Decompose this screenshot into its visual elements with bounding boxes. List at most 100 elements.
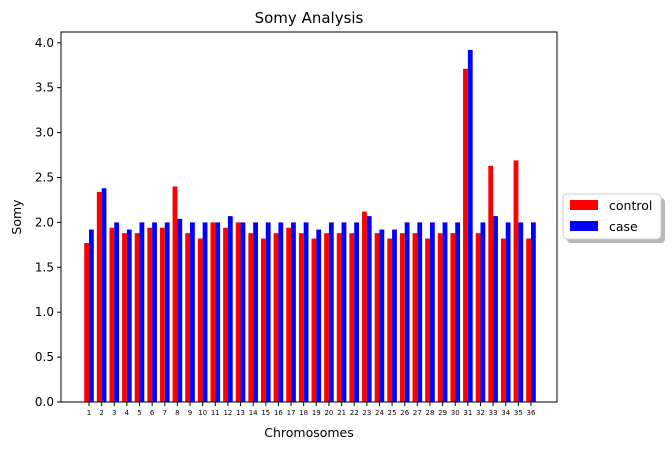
x-tick-label: 14 <box>249 409 258 417</box>
bar-control-chr-1 <box>84 243 89 402</box>
bar-case-chr-23 <box>366 216 372 402</box>
x-tick-label: 17 <box>287 409 296 417</box>
bar-control-chr-32 <box>475 233 481 402</box>
bar-case-chr-18 <box>303 222 309 402</box>
bar-case-chr-26 <box>404 222 410 402</box>
plot-frame <box>60 31 558 403</box>
y-tick-label: 3.0 <box>35 126 54 140</box>
bar-control-chr-6 <box>147 227 153 402</box>
x-tick-label: 29 <box>438 409 447 417</box>
x-tick-label: 16 <box>274 409 283 417</box>
x-tick-label: 8 <box>175 409 179 417</box>
bar-case-chr-35 <box>518 222 524 402</box>
bar-control-chr-16 <box>273 233 279 402</box>
bar-control-chr-11 <box>210 222 216 402</box>
x-tick-label: 28 <box>426 409 435 417</box>
legend-label-control: control <box>609 198 652 213</box>
bar-control-chr-5 <box>134 233 140 402</box>
y-axis-title: Somy <box>9 199 24 235</box>
bar-control-chr-33 <box>488 165 494 402</box>
bar-case-chr-28 <box>429 222 435 402</box>
x-tick-label: 3 <box>112 409 116 417</box>
bar-case-chr-15 <box>265 222 271 402</box>
bar-control-chr-22 <box>349 233 355 402</box>
bar-control-chr-2 <box>96 191 102 402</box>
bar-case-chr-11 <box>215 222 221 402</box>
x-tick-label: 11 <box>211 409 220 417</box>
bar-case-chr-3 <box>114 222 120 402</box>
x-tick-label: 10 <box>198 409 207 417</box>
bar-case-chr-8 <box>177 218 183 402</box>
y-tick-label: 0.5 <box>35 350 54 364</box>
bar-case-chr-27 <box>417 222 423 402</box>
bar-case-chr-1 <box>89 229 94 402</box>
x-tick-label: 36 <box>527 409 536 417</box>
x-axis-title: Chromosomes <box>264 425 354 440</box>
x-tick-label: 33 <box>489 409 498 417</box>
bar-case-chr-32 <box>480 222 486 402</box>
x-tick-label: 18 <box>299 409 308 417</box>
bar-case-chr-2 <box>101 188 107 402</box>
legend-label-case: case <box>609 219 638 234</box>
x-tick-label: 20 <box>324 409 333 417</box>
bar-control-chr-14 <box>248 233 254 402</box>
bar-control-chr-29 <box>437 233 443 402</box>
bar-control-chr-36 <box>526 238 531 402</box>
bar-case-chr-31 <box>467 49 473 403</box>
y-axis: 0.0 0.5 1.0 1.5 2.0 2.5 3.0 3.5 4.0 <box>35 36 61 409</box>
bar-case-chr-6 <box>152 222 157 402</box>
y-tick-label: 2.5 <box>35 170 54 184</box>
bar-case-chr-5 <box>139 222 145 402</box>
x-tick-label: 19 <box>312 409 321 417</box>
bar-control-chr-19 <box>311 238 317 402</box>
chart-title: Somy Analysis <box>255 9 364 27</box>
y-tick-label: 0.0 <box>35 395 54 409</box>
bar-case-chr-4 <box>126 229 132 402</box>
bar-case-chr-14 <box>253 222 258 402</box>
bar-control-chr-15 <box>261 238 266 402</box>
bar-case-chr-24 <box>379 229 385 402</box>
x-tick-label: 34 <box>501 409 510 417</box>
x-tick-label: 5 <box>137 409 141 417</box>
x-tick-label: 22 <box>350 409 359 417</box>
bar-case-chr-30 <box>455 222 461 402</box>
bar-control-chr-13 <box>235 222 241 402</box>
x-tick-label: 7 <box>163 409 167 417</box>
x-tick-label: 27 <box>413 409 422 417</box>
bar-control-chr-27 <box>412 233 418 402</box>
bar-case-chr-17 <box>291 222 296 402</box>
bar-control-chr-28 <box>425 238 430 402</box>
bar-case-chr-22 <box>354 222 359 402</box>
bar-case-chr-16 <box>278 222 284 402</box>
bar-control-chr-18 <box>298 233 304 402</box>
x-tick-label: 2 <box>99 409 103 417</box>
bar-control-chr-12 <box>223 227 228 402</box>
bars-layer <box>84 49 536 403</box>
legend-swatch-control <box>570 200 598 210</box>
x-tick-label: 32 <box>476 409 485 417</box>
bar-control-chr-3 <box>109 227 115 402</box>
bar-case-chr-25 <box>392 229 397 402</box>
bar-control-chr-30 <box>450 233 456 402</box>
bar-case-chr-19 <box>316 229 322 402</box>
x-tick-label: 24 <box>375 409 384 417</box>
x-tick-label: 6 <box>150 409 155 417</box>
legend[interactable]: control case <box>562 193 665 243</box>
y-tick-label: 1.5 <box>35 260 54 274</box>
legend-swatch-case <box>570 221 598 231</box>
x-tick-label: 15 <box>261 409 270 417</box>
bar-control-chr-25 <box>387 238 393 402</box>
bar-control-chr-34 <box>500 238 506 402</box>
x-tick-label: 35 <box>514 409 523 417</box>
y-tick-label: 1.0 <box>35 305 54 319</box>
x-tick-label: 31 <box>463 409 472 417</box>
bar-case-chr-36 <box>531 222 536 402</box>
bar-case-chr-10 <box>202 222 208 402</box>
x-tick-label: 25 <box>388 409 397 417</box>
y-tick-label: 3.5 <box>35 81 54 95</box>
bar-control-chr-7 <box>159 227 165 402</box>
bar-case-chr-34 <box>505 222 511 402</box>
bar-control-chr-17 <box>286 227 292 402</box>
bar-case-chr-20 <box>328 222 334 402</box>
